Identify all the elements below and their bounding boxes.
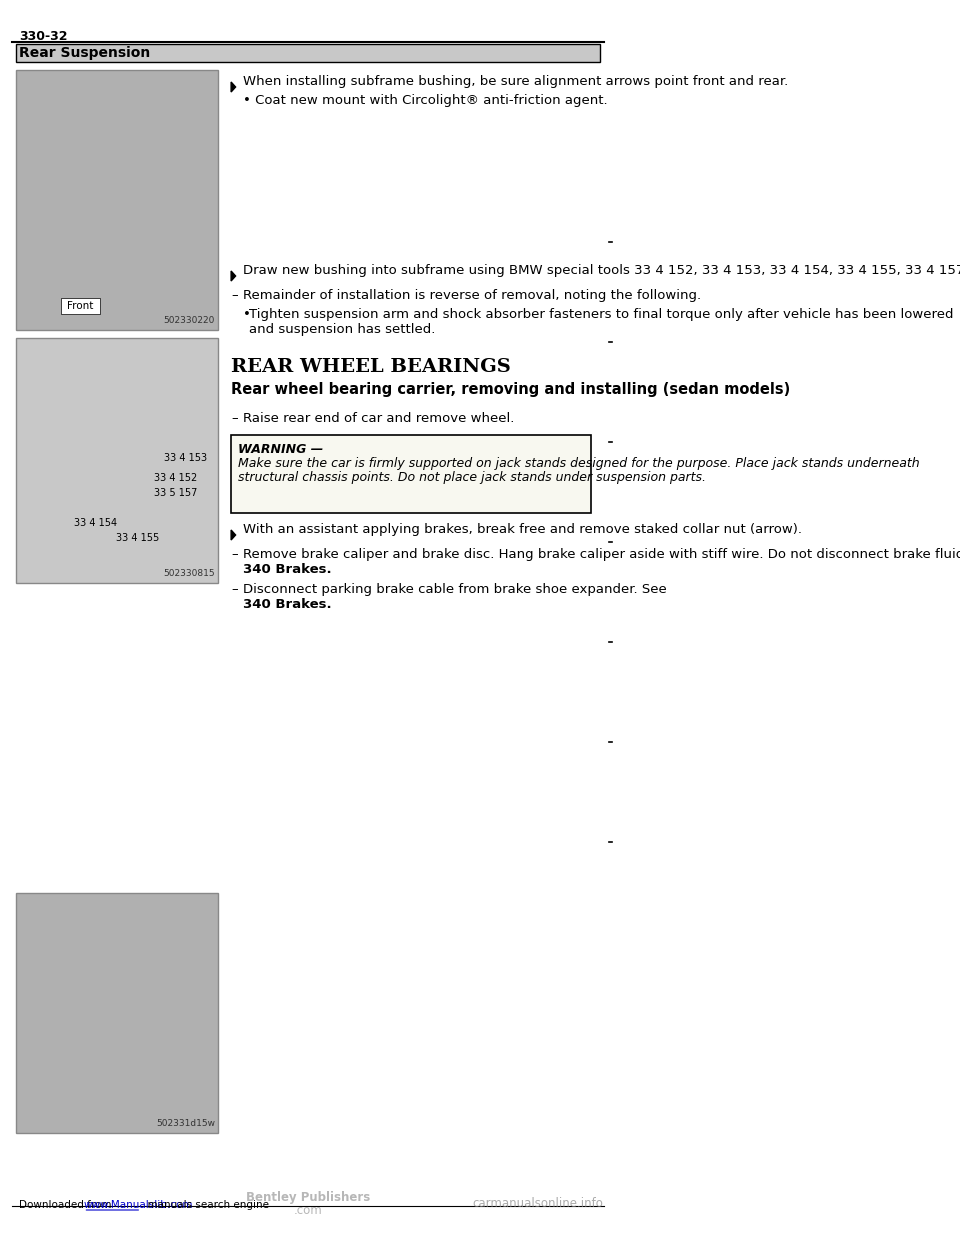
Text: Rear Suspension: Rear Suspension xyxy=(19,46,151,60)
Text: Make sure the car is firmly supported on jack stands designed for the purpose. P: Make sure the car is firmly supported on… xyxy=(237,457,919,469)
Text: 330-32: 330-32 xyxy=(19,30,68,43)
Text: 502331d15w: 502331d15w xyxy=(156,1119,215,1128)
Text: Tighten suspension arm and shock absorber fasteners to final torque only after v: Tighten suspension arm and shock absorbe… xyxy=(249,308,953,320)
Bar xyxy=(16,70,218,330)
Text: Bentley Publishers: Bentley Publishers xyxy=(246,1191,371,1203)
Text: Disconnect parking brake cable from brake shoe expander. See: Disconnect parking brake cable from brak… xyxy=(243,582,671,596)
Text: .com: .com xyxy=(294,1203,323,1217)
Text: WARNING —: WARNING — xyxy=(237,443,323,456)
Text: Downloaded from: Downloaded from xyxy=(19,1200,115,1210)
Bar xyxy=(16,43,600,62)
Text: 33 4 154: 33 4 154 xyxy=(74,518,117,528)
Polygon shape xyxy=(231,82,235,92)
Text: 33 4 152: 33 4 152 xyxy=(154,473,198,483)
Text: 340 Brakes.: 340 Brakes. xyxy=(243,563,331,576)
Text: Draw new bushing into subframe using BMW special tools 33 4 152, 33 4 153, 33 4 : Draw new bushing into subframe using BMW… xyxy=(243,265,960,277)
Text: and suspension has settled.: and suspension has settled. xyxy=(249,323,436,337)
Text: 502330220: 502330220 xyxy=(164,315,215,325)
Text: –: – xyxy=(231,548,238,561)
Text: www.Manualslib.com: www.Manualslib.com xyxy=(84,1200,193,1210)
Polygon shape xyxy=(231,271,235,281)
Bar xyxy=(231,435,590,513)
Text: Remove brake caliper and brake disc. Hang brake caliper aside with stiff wire. D: Remove brake caliper and brake disc. Han… xyxy=(243,548,960,561)
Text: Remainder of installation is reverse of removal, noting the following.: Remainder of installation is reverse of … xyxy=(243,289,701,302)
Bar xyxy=(16,338,218,582)
Bar xyxy=(61,298,100,314)
Text: Front: Front xyxy=(67,301,93,310)
Polygon shape xyxy=(231,530,235,540)
Text: structural chassis points. Do not place jack stands under suspension parts.: structural chassis points. Do not place … xyxy=(237,471,706,484)
Text: 502330815: 502330815 xyxy=(163,569,215,578)
Text: –: – xyxy=(231,289,238,302)
Text: •: • xyxy=(243,308,251,320)
Text: REAR WHEEL BEARINGS: REAR WHEEL BEARINGS xyxy=(231,358,511,376)
Text: 33 4 153: 33 4 153 xyxy=(164,453,206,463)
Text: –: – xyxy=(231,582,238,596)
Text: 33 5 157: 33 5 157 xyxy=(154,488,198,498)
Text: • Coat new mount with Circolight® anti-friction agent.: • Coat new mount with Circolight® anti-f… xyxy=(243,94,608,107)
Text: When installing subframe bushing, be sure alignment arrows point front and rear.: When installing subframe bushing, be sur… xyxy=(243,75,788,88)
Text: –: – xyxy=(231,412,238,425)
Text: carmanualsonline.info: carmanualsonline.info xyxy=(472,1197,604,1210)
Text: Rear wheel bearing carrier, removing and installing (sedan models): Rear wheel bearing carrier, removing and… xyxy=(231,383,790,397)
Bar xyxy=(16,893,218,1133)
Text: 340 Brakes.: 340 Brakes. xyxy=(243,597,331,611)
Text: With an assistant applying brakes, break free and remove staked collar nut (arro: With an assistant applying brakes, break… xyxy=(243,523,802,537)
Text: manuals search engine: manuals search engine xyxy=(141,1200,269,1210)
Text: 33 4 155: 33 4 155 xyxy=(115,533,158,543)
Text: Raise rear end of car and remove wheel.: Raise rear end of car and remove wheel. xyxy=(243,412,514,425)
